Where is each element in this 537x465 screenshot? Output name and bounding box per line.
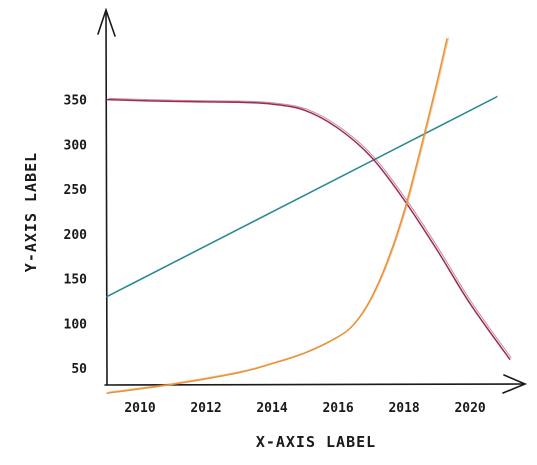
- x-axis-title: X-AXIS LABEL: [256, 433, 376, 451]
- y-tick-label-300: 300: [64, 138, 88, 153]
- y-tick-labels: 50 100 150 200 250 300 350: [64, 94, 88, 378]
- y-tick-label-200: 200: [64, 228, 88, 243]
- series-line-1-sketch-stroke: [108, 95, 499, 296]
- y-tick-label-150: 150: [64, 273, 88, 288]
- x-axis-arrowhead: [502, 374, 528, 394]
- series-line-3-sketch-stroke: [108, 37, 450, 393]
- series-layer: [106, 37, 512, 394]
- y-axis-line: [105, 11, 108, 386]
- y-tick-label-250: 250: [64, 183, 88, 198]
- x-tick-label-2014: 2014: [256, 401, 287, 416]
- series-line-3: [106, 38, 448, 394]
- y-axis-title: Y-AXIS LABEL: [22, 152, 40, 272]
- x-tick-label-2020: 2020: [454, 401, 485, 416]
- y-tick-label-350: 350: [64, 94, 88, 109]
- y-tick-label-50: 50: [71, 362, 87, 377]
- x-tick-label-2018: 2018: [388, 401, 419, 416]
- x-tick-labels: 2010 2012 2014 2016 2018 2020: [124, 401, 486, 416]
- y-tick-label-100: 100: [64, 317, 88, 332]
- series-line-2: [106, 98, 511, 360]
- series-line-2-sketch-stroke: [108, 97, 512, 359]
- x-tick-label-2010: 2010: [124, 401, 155, 416]
- y-axis-arrowhead: [97, 7, 116, 37]
- axes: [97, 7, 528, 394]
- x-tick-label-2016: 2016: [322, 401, 353, 416]
- x-tick-label-2012: 2012: [190, 401, 221, 416]
